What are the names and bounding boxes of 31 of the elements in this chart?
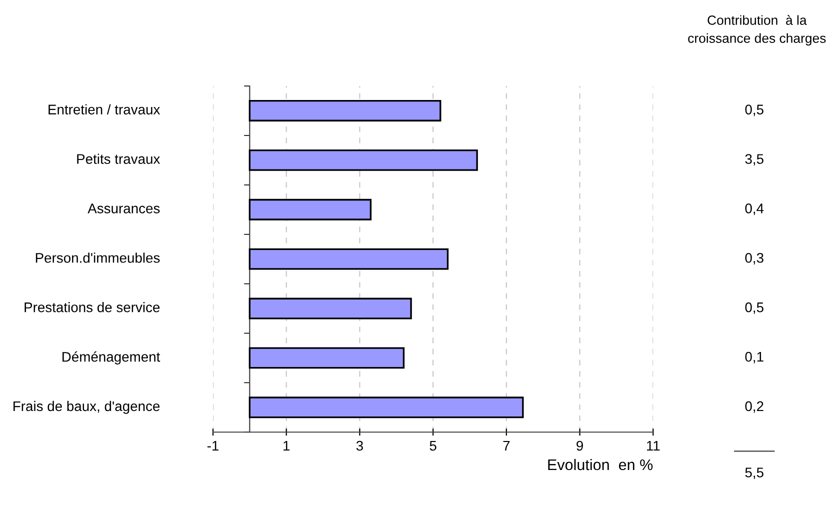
x-tick-label: 7 xyxy=(503,440,510,451)
bar xyxy=(248,100,442,122)
y-tick-label: Person.d'immeubles xyxy=(36,252,160,263)
bar xyxy=(248,198,372,220)
text: 5,5 xyxy=(745,468,764,480)
y-tick-label: Déménagement xyxy=(62,351,160,365)
x-axis-title: Evolution en % xyxy=(548,458,653,470)
x-tick-label: -1 xyxy=(207,440,218,451)
text: Contribution à la croissance des charges xyxy=(688,15,826,46)
y-tick-label: Prestations de service xyxy=(24,302,160,312)
text: 0,2 xyxy=(745,401,764,413)
bar xyxy=(248,347,405,369)
bar xyxy=(248,149,478,171)
x-tick-label: 5 xyxy=(430,440,436,451)
x-tick-label: 9 xyxy=(576,440,583,451)
bar xyxy=(248,396,524,418)
y-tick-label: Petits travaux xyxy=(77,154,160,164)
bar xyxy=(248,248,449,270)
x-tick-label: 1 xyxy=(284,440,290,451)
text: 0,5 xyxy=(745,302,764,314)
y-tick-label: Assurances xyxy=(88,204,160,214)
text: 0,1 xyxy=(745,352,764,364)
x-tick-label: 3 xyxy=(356,440,363,451)
y-tick-label: Entretien / travaux xyxy=(48,104,160,114)
y-tick-label: Frais de baux, d'agence xyxy=(14,400,160,414)
text: 0,5 xyxy=(745,104,764,116)
text: 3,5 xyxy=(745,154,764,166)
text: 0,3 xyxy=(745,252,764,264)
text: 0,4 xyxy=(745,204,764,215)
bar xyxy=(248,298,412,320)
x-tick-label: 11 xyxy=(646,440,660,451)
